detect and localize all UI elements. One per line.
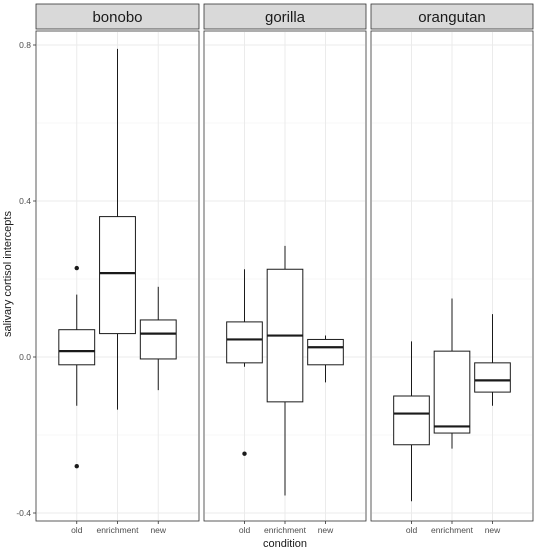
x-tick-label-old: old <box>406 525 418 535</box>
iqr-box <box>307 338 344 366</box>
strip-label-bonobo: bonobo <box>92 9 142 26</box>
panels-layer: bonobo old enrichment new gorilla old enrichme… <box>35 3 534 535</box>
y-axis: -0.4 0.0 0.4 0.8 <box>16 40 36 518</box>
outlier-point <box>74 265 79 271</box>
box-orangutan-enrichment <box>433 298 471 449</box>
facet-panel-bonobo: bonobo old enrichment new <box>35 3 200 535</box>
x-tick-label-new: new <box>150 525 166 535</box>
x-tick-label-new: new <box>318 525 334 535</box>
iqr-box <box>58 329 96 366</box>
strip-gorilla <box>203 3 367 30</box>
x-tick-label-old: old <box>71 525 83 535</box>
strip-label-gorilla: gorilla <box>265 9 306 26</box>
iqr-box <box>226 321 263 364</box>
facet-panel-gorilla: gorilla old enrichment new <box>203 3 367 535</box>
box-bonobo-enrichment <box>99 48 136 410</box>
box-gorilla-new <box>307 335 344 383</box>
box-bonobo-new <box>139 286 177 391</box>
y-tick-label: 0.0 <box>19 352 31 362</box>
iqr-box <box>139 319 177 360</box>
facet-panel-orangutan: orangutan old enrichment new <box>370 3 534 535</box>
box-bonobo-old <box>58 265 96 469</box>
y-tick-label: -0.4 <box>16 508 31 518</box>
x-tick-label-enrichment: enrichment <box>431 525 474 535</box>
y-axis-title: salivary cortisol intercepts <box>2 211 14 337</box>
box-orangutan-new <box>474 314 511 406</box>
iqr-box <box>99 216 136 335</box>
x-axis-title: condition <box>263 538 307 550</box>
outlier-point <box>74 464 79 469</box>
x-tick-label-enrichment: enrichment <box>96 525 139 535</box>
box-gorilla-enrichment <box>266 245 304 496</box>
strip-bonobo <box>35 3 200 30</box>
x-tick-label-enrichment: enrichment <box>264 525 307 535</box>
y-tick-label: 0.4 <box>19 196 31 206</box>
strip-label-orangutan: orangutan <box>418 9 486 26</box>
iqr-box <box>433 350 471 434</box>
box-orangutan-old <box>393 341 430 502</box>
strip-orangutan <box>370 3 534 30</box>
box-gorilla-old <box>226 269 263 456</box>
iqr-box <box>393 395 430 446</box>
x-tick-label-new: new <box>485 525 501 535</box>
x-tick-label-old: old <box>239 525 251 535</box>
y-tick-label: 0.8 <box>19 40 31 50</box>
iqr-box <box>474 362 511 393</box>
outlier-point <box>242 451 247 456</box>
